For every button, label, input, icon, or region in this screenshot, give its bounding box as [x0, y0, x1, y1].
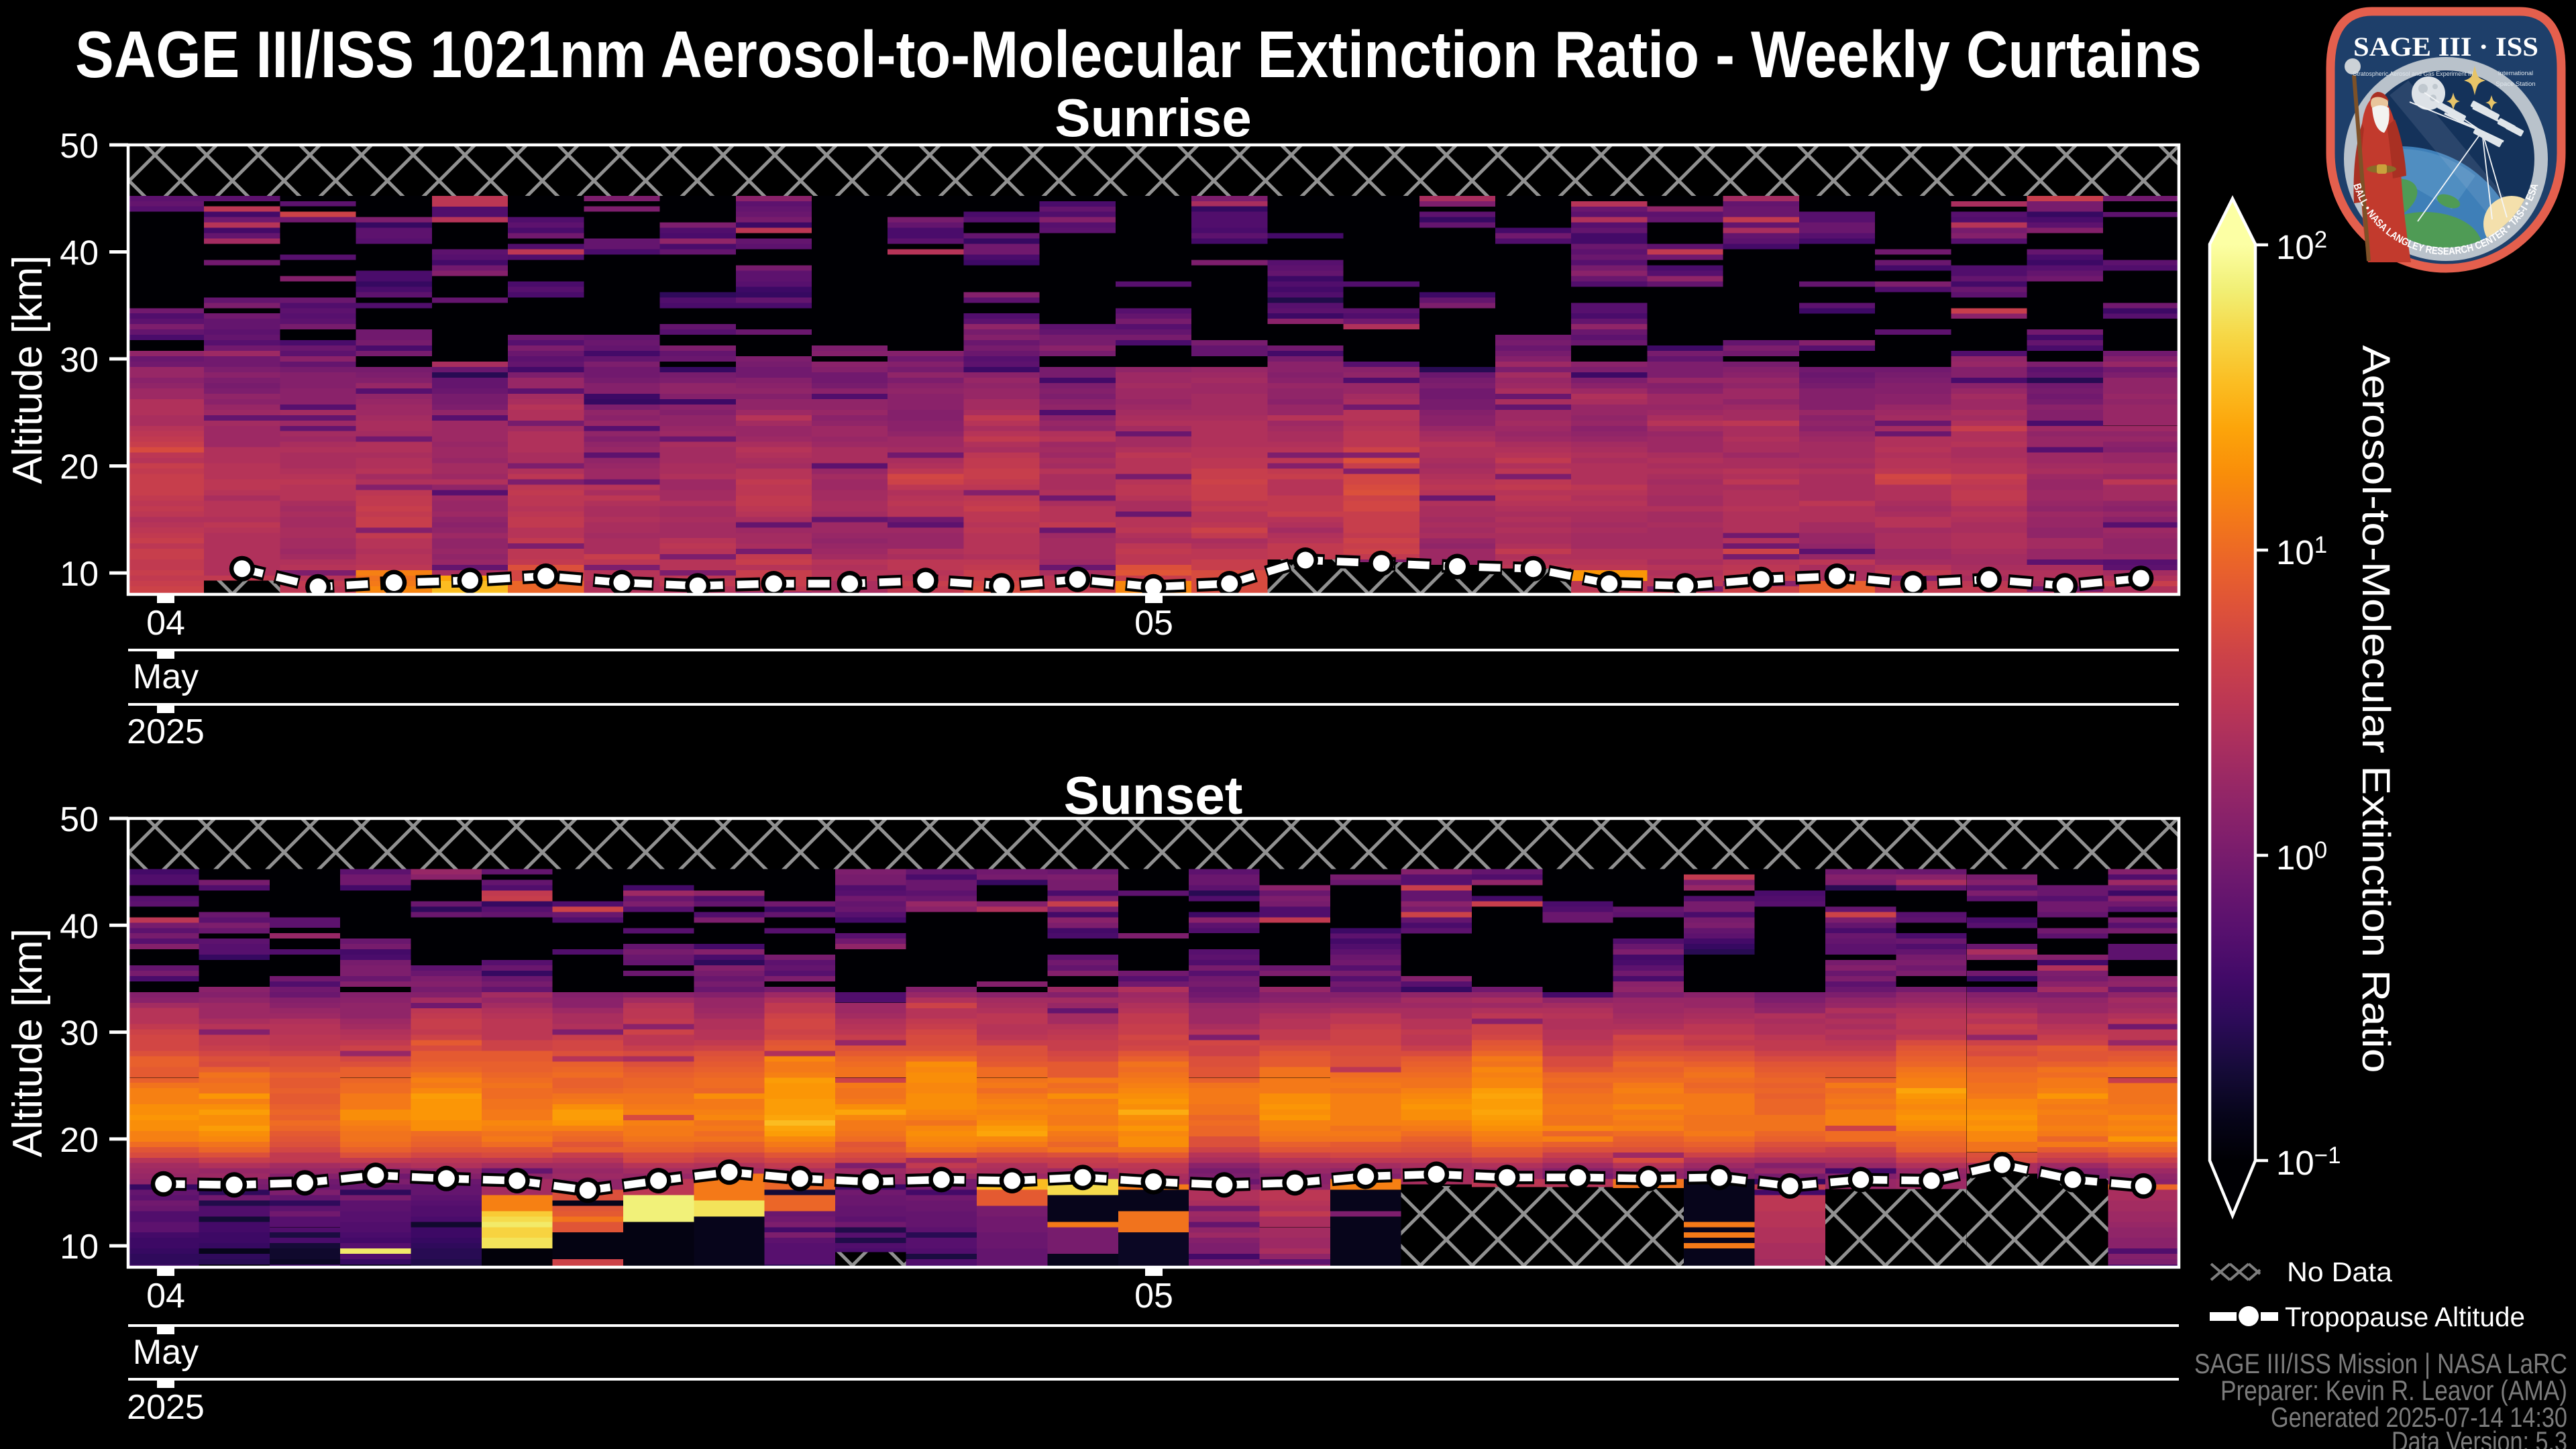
svg-text:2025: 2025	[127, 1388, 205, 1427]
svg-text:20: 20	[60, 448, 99, 487]
svg-text:04: 04	[146, 604, 185, 643]
svg-text:No Data: No Data	[2287, 1256, 2392, 1287]
svg-text:04: 04	[146, 1277, 185, 1316]
svg-text:10−1: 10−1	[2276, 1142, 2341, 1182]
svg-text:30: 30	[60, 341, 99, 380]
svg-text:May: May	[133, 657, 199, 696]
svg-text:101: 101	[2276, 532, 2327, 572]
svg-text:10: 10	[60, 1228, 99, 1267]
svg-text:International: International	[2498, 70, 2533, 77]
svg-text:Aerosol-to-Molecular Extinctio: Aerosol-to-Molecular Extinction Ratio	[2354, 345, 2398, 1073]
svg-text:SAGE III/ISS Mission | NASA La: SAGE III/ISS Mission | NASA LaRC	[2194, 1348, 2567, 1379]
svg-text:Stratospheric Aerosol and Gas: Stratospheric Aerosol and Gas Experiment…	[2353, 70, 2473, 78]
svg-text:May: May	[133, 1333, 199, 1372]
svg-text:50: 50	[60, 127, 99, 166]
svg-text:50: 50	[60, 800, 99, 839]
svg-text:SAGE III · ISS: SAGE III · ISS	[2353, 32, 2538, 62]
svg-text:10: 10	[60, 555, 99, 594]
svg-text:Preparer: Kevin R. Leavor (AMA: Preparer: Kevin R. Leavor (AMA)	[2220, 1375, 2567, 1406]
svg-text:05: 05	[1134, 1277, 1173, 1316]
svg-text:2025: 2025	[127, 712, 205, 751]
svg-text:20: 20	[60, 1121, 99, 1160]
svg-text:40: 40	[60, 234, 99, 273]
svg-text:Altitude [km]: Altitude [km]	[5, 255, 51, 484]
svg-text:Sunrise: Sunrise	[1055, 88, 1251, 148]
svg-text:SAGE III/ISS 1021nm Aerosol-to: SAGE III/ISS 1021nm Aerosol-to-Molecular…	[75, 17, 2202, 91]
svg-text:100: 100	[2276, 837, 2327, 877]
svg-text:40: 40	[60, 907, 99, 946]
svg-text:Data Version: 5.3: Data Version: 5.3	[2392, 1426, 2567, 1449]
svg-text:Space Station: Space Station	[2496, 80, 2535, 88]
svg-text:Altitude [km]: Altitude [km]	[5, 928, 51, 1157]
svg-text:Tropopause Altitude: Tropopause Altitude	[2285, 1301, 2525, 1332]
svg-text:Sunset: Sunset	[1064, 765, 1243, 825]
svg-text:Generated 2025-07-14 14:30: Generated 2025-07-14 14:30	[2271, 1401, 2567, 1433]
svg-text:05: 05	[1134, 604, 1173, 643]
svg-text:30: 30	[60, 1014, 99, 1053]
